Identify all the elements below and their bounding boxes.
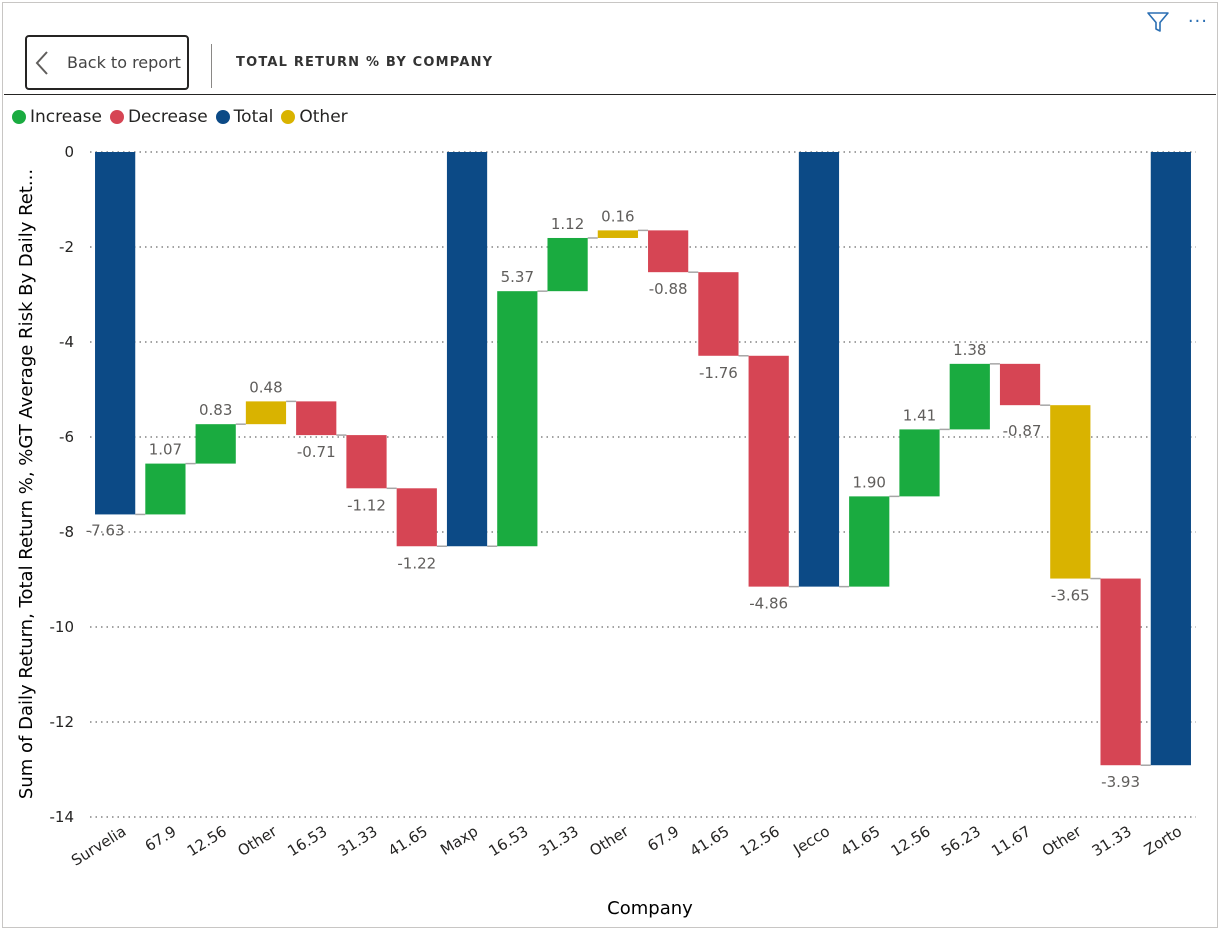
data-label: -4.86 <box>749 595 788 613</box>
legend-label: Total <box>233 107 274 127</box>
data-label: -0.88 <box>649 280 688 298</box>
data-label: -0.87 <box>1003 422 1042 440</box>
x-tick-label: 67.9 <box>644 822 682 855</box>
data-label: 5.37 <box>501 268 534 286</box>
bar-decrease[interactable] <box>698 272 739 356</box>
x-tick-label: 31.33 <box>536 822 582 860</box>
x-axis-title: Company <box>607 898 693 919</box>
legend-label: Decrease <box>127 107 208 127</box>
x-tick-label: Maxp <box>437 822 481 859</box>
bar-increase[interactable] <box>497 291 538 547</box>
data-label: 0.83 <box>199 401 232 419</box>
bar-increase[interactable] <box>145 463 186 515</box>
data-label: -3.65 <box>1051 587 1090 605</box>
bar-decrease[interactable] <box>648 230 689 273</box>
legend-label: Increase <box>30 107 102 127</box>
data-label: -0.71 <box>297 443 336 461</box>
bar-increase[interactable] <box>195 424 236 464</box>
x-tick-label: 16.53 <box>284 822 330 860</box>
x-tick-label: 12.56 <box>184 822 230 860</box>
data-label: 1.12 <box>551 215 584 233</box>
x-tick-label: 41.65 <box>687 822 733 860</box>
bar-decrease[interactable] <box>1100 578 1141 766</box>
x-tick-label: 31.33 <box>335 822 381 860</box>
filter-icon[interactable] <box>1146 10 1170 34</box>
legend-marker <box>215 110 230 124</box>
back-button-label: Back to report <box>67 53 181 72</box>
data-label: -3.93 <box>1101 773 1140 791</box>
data-label: 1.07 <box>149 441 182 459</box>
bar-total[interactable] <box>1150 152 1191 766</box>
bar-total[interactable] <box>798 152 840 587</box>
data-label: -1.22 <box>397 554 436 572</box>
y-tick-label: -6 <box>59 428 74 446</box>
bar-other[interactable] <box>597 230 638 238</box>
chart-legend: Increase Decrease Total Other <box>12 107 356 127</box>
bar-increase[interactable] <box>547 237 588 292</box>
header-separator <box>211 44 212 88</box>
y-tick-label: -12 <box>50 713 75 731</box>
legend-marker <box>281 110 296 124</box>
x-tick-label: Survelia <box>68 822 129 869</box>
y-tick-label: 0 <box>64 143 74 161</box>
back-to-report-button[interactable]: Back to report <box>25 35 189 90</box>
y-tick-label: -10 <box>50 618 75 636</box>
bar-other[interactable] <box>1050 405 1091 579</box>
x-tick-label: Zorto <box>1141 822 1185 859</box>
bar-total[interactable] <box>446 152 488 547</box>
x-tick-label: 31.33 <box>1089 822 1135 860</box>
data-label: -1.76 <box>699 364 738 382</box>
x-tick-label: Jecco <box>789 822 833 859</box>
y-axis-title: Sum of Daily Return, Total Return %, %GT… <box>16 169 37 799</box>
bar-decrease[interactable] <box>999 363 1041 406</box>
more-options-icon[interactable]: ··· <box>1187 11 1208 32</box>
legend-item-increase[interactable]: Increase <box>12 107 102 127</box>
x-tick-label: 11.67 <box>988 822 1034 860</box>
x-tick-label: 12.56 <box>737 822 783 860</box>
x-tick-label: 41.65 <box>385 822 431 860</box>
visual-title: TOTAL RETURN % BY COMPANY <box>236 55 494 70</box>
bar-increase[interactable] <box>949 363 990 430</box>
legend-label: Other <box>299 107 348 127</box>
bar-increase[interactable] <box>899 429 940 497</box>
y-tick-label: -14 <box>50 808 75 826</box>
data-label: 1.38 <box>953 341 986 359</box>
bar-decrease[interactable] <box>396 488 437 547</box>
bar-decrease[interactable] <box>346 435 387 489</box>
y-tick-label: -8 <box>59 523 74 541</box>
data-label: 1.41 <box>903 406 936 424</box>
data-label: 0.16 <box>601 207 634 225</box>
legend-item-other[interactable]: Other <box>281 107 348 127</box>
x-tick-label: 67.9 <box>142 822 180 855</box>
x-tick-label: 41.65 <box>837 822 883 860</box>
x-tick-label: 56.23 <box>938 822 984 860</box>
x-tick-label: Other <box>1039 822 1085 860</box>
bar-total[interactable] <box>95 152 136 515</box>
legend-item-total[interactable]: Total <box>215 107 274 127</box>
data-label: -7.63 <box>86 521 125 539</box>
legend-marker <box>12 110 26 124</box>
y-tick-label: -4 <box>59 333 74 351</box>
chevron-left-icon <box>35 50 48 75</box>
y-tick-label: -2 <box>59 238 74 256</box>
x-tick-label: Other <box>586 822 632 860</box>
bar-decrease[interactable] <box>296 401 337 436</box>
visual-header-icons: ··· <box>1146 10 1208 34</box>
bar-decrease[interactable] <box>748 355 789 587</box>
x-tick-label: 12.56 <box>888 822 934 860</box>
data-label: 0.48 <box>249 378 282 396</box>
legend-marker <box>109 110 124 124</box>
data-label: 1.90 <box>853 473 886 491</box>
data-label: -1.12 <box>347 496 386 514</box>
bar-other[interactable] <box>245 401 287 425</box>
x-tick-label: Other <box>234 822 280 860</box>
bar-increase[interactable] <box>849 496 890 587</box>
x-tick-label: 16.53 <box>485 822 531 860</box>
legend-item-decrease[interactable]: Decrease <box>109 107 208 127</box>
header-divider <box>4 94 1216 95</box>
